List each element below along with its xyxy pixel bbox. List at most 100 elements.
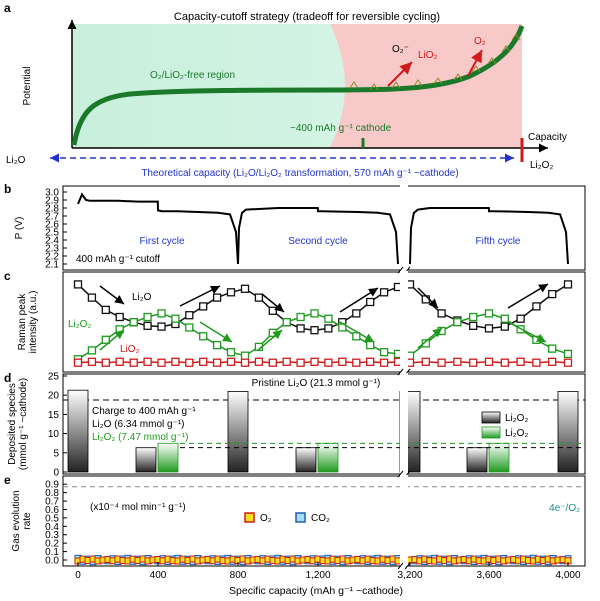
d-ytick-label: 5 — [53, 448, 59, 459]
legend-co2-label: CO₂ — [311, 513, 330, 524]
e-ytick-label: 0.0 — [45, 556, 59, 567]
cutoff-note: 400 mAh g⁻¹ cutoff — [76, 254, 160, 265]
4e-o2-label: 4e⁻/O₂ — [549, 503, 580, 514]
d-ytick-label: 25 — [48, 372, 60, 383]
raman-point — [212, 340, 222, 350]
panel-b-yticks: 3.02.92.82.72.62.52.42.32.22.1 — [45, 188, 67, 271]
li2o-bar — [557, 390, 579, 473]
raman-point — [324, 314, 333, 323]
raman-point — [500, 322, 509, 331]
raman-point — [366, 340, 375, 350]
raman-point — [453, 318, 462, 327]
start-li2o-label: Li₂O — [6, 155, 26, 166]
d-ytick-label: 10 — [48, 429, 60, 440]
li2o2-bar — [157, 442, 179, 473]
raman-point — [268, 358, 277, 367]
gas-evolution-points — [74, 554, 572, 566]
potential-label: Potential — [22, 67, 33, 106]
lio2-arrow — [387, 61, 413, 87]
voltage-segment-0 — [77, 192, 239, 265]
fifth-cycle-label: Fifth cycle — [475, 236, 520, 247]
x-tick-label: 400 — [150, 570, 167, 581]
raman-point — [484, 324, 494, 333]
species-o2: O₂ — [474, 36, 486, 47]
raman-point — [421, 295, 430, 304]
raman-point — [199, 357, 208, 366]
free-region-label: O₂/LiO₂-free region — [150, 70, 235, 81]
panel-e-label: e — [4, 473, 11, 487]
panel-e: e 0.90.80.70.60.50.40.30.20.10.0 Gas evo… — [4, 473, 586, 567]
x-axis-label: Specific capacity (mAh g⁻¹ ~cathode) — [229, 585, 403, 597]
panel-d-ylabel: Deposited species(mmol g⁻¹ ~cathode) — [7, 378, 29, 470]
break-gap — [400, 475, 408, 567]
li2o-bar — [466, 447, 488, 473]
panel-c-label: c — [4, 269, 11, 283]
li2o2-charged-label: Li₂O₂ (7.47 mmol g⁻¹) — [92, 432, 188, 443]
raman-point — [87, 357, 97, 366]
b-ytick-label: 3.0 — [45, 188, 59, 199]
e-ytick-label: 0.9 — [45, 480, 59, 491]
raman-point — [352, 309, 361, 318]
raman-point — [143, 357, 152, 366]
raman-point — [469, 312, 478, 322]
raman-point — [421, 339, 430, 348]
e-ytick-label: 0.3 — [45, 530, 59, 541]
raman-point — [185, 358, 194, 367]
d-ytick-label: 15 — [48, 410, 60, 421]
raman-point — [352, 358, 361, 367]
raman-point — [324, 358, 333, 367]
raman-point — [379, 288, 389, 297]
break-slash — [397, 266, 404, 274]
end-li2o2-label: Li₂O₂ — [530, 160, 553, 171]
li2o2-up-arrow-3 — [417, 327, 443, 349]
b-ytick-label: 2.3 — [45, 244, 59, 255]
raman-point — [516, 314, 525, 323]
x-tick-label: 3,600 — [476, 570, 501, 581]
raman-point — [296, 324, 305, 333]
raman-point — [87, 293, 97, 302]
e-ytick-label: 0.6 — [45, 505, 59, 516]
raman-point — [115, 312, 124, 322]
charge-label: Charge to 400 mAh g⁻¹ — [92, 406, 196, 417]
raman-point — [171, 357, 180, 366]
raman-point — [73, 280, 83, 289]
cathode-400-label: ~400 mAh g⁻¹ cathode — [290, 123, 392, 134]
panel-e-yticks: 0.90.80.70.60.50.40.30.20.10.0 — [45, 480, 67, 567]
second-cycle-label: Second cycle — [288, 236, 348, 247]
b-ytick-label: 2.5 — [45, 228, 59, 239]
break-slash — [397, 368, 404, 376]
raman-point — [226, 348, 236, 357]
legend-swatch-green — [481, 426, 501, 439]
raman-point — [101, 335, 110, 344]
raman-point — [240, 351, 250, 360]
legend-o2-marker — [244, 512, 255, 523]
li2o2-down-arrow-2 — [339, 321, 375, 343]
raman-point — [548, 344, 557, 353]
raman-point — [563, 358, 573, 367]
raman-point — [379, 348, 389, 357]
x-tick-label: 4,000 — [555, 570, 580, 581]
panel-d: d 25 20 15 10 5 0 Deposited species(mmol g⁻¹ … — [4, 371, 586, 479]
raman-point — [240, 358, 250, 367]
x-tick-label: 800 — [230, 570, 247, 581]
raman-point — [548, 289, 557, 299]
li2o-series-label: Li₂O — [132, 292, 152, 303]
raman-point — [310, 357, 319, 366]
raman-point — [254, 293, 264, 302]
panel-d-yticks: 25 20 15 10 5 0 — [48, 372, 67, 479]
raman-point — [129, 318, 138, 327]
li2o-up-arrow-3 — [507, 283, 549, 309]
li2o-bar — [135, 447, 157, 473]
raman-point — [366, 357, 375, 366]
panel-b-label: b — [4, 182, 11, 196]
raman-point — [310, 309, 319, 318]
side-reaction-crust — [349, 33, 521, 91]
d-ytick-label: 0 — [53, 468, 59, 479]
raman-point — [240, 284, 250, 293]
x-tick-label: 0 — [75, 570, 81, 581]
raman-point — [101, 358, 110, 367]
raman-point — [469, 358, 478, 367]
raman-point — [516, 357, 525, 366]
voltage-segment-1 — [237, 207, 399, 265]
li2o-bar — [295, 447, 317, 473]
